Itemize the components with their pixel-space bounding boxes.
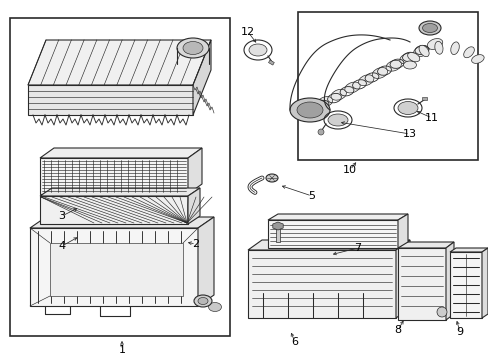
- Polygon shape: [40, 188, 200, 196]
- Polygon shape: [267, 214, 407, 220]
- Bar: [50, 243, 183, 296]
- Polygon shape: [40, 196, 187, 224]
- Text: 3: 3: [59, 211, 65, 221]
- Ellipse shape: [358, 75, 373, 86]
- Ellipse shape: [330, 89, 346, 100]
- Polygon shape: [28, 85, 193, 115]
- Text: 11: 11: [424, 113, 438, 123]
- Polygon shape: [198, 217, 214, 306]
- Text: 7: 7: [354, 243, 361, 253]
- Ellipse shape: [198, 297, 207, 305]
- Ellipse shape: [208, 302, 221, 311]
- Bar: [297, 12, 477, 160]
- Ellipse shape: [385, 60, 401, 71]
- Bar: [275, 226, 280, 242]
- Text: 10: 10: [342, 165, 356, 175]
- Ellipse shape: [296, 102, 323, 118]
- Ellipse shape: [194, 295, 212, 307]
- Polygon shape: [445, 242, 453, 320]
- Polygon shape: [272, 222, 283, 230]
- Polygon shape: [187, 188, 200, 224]
- Polygon shape: [397, 242, 453, 248]
- Ellipse shape: [407, 53, 419, 62]
- Polygon shape: [267, 220, 397, 248]
- Text: 6: 6: [291, 337, 298, 347]
- Ellipse shape: [422, 23, 437, 32]
- Ellipse shape: [371, 68, 387, 78]
- Polygon shape: [395, 240, 409, 318]
- Ellipse shape: [397, 102, 417, 114]
- Polygon shape: [481, 248, 487, 318]
- Ellipse shape: [418, 45, 428, 57]
- Ellipse shape: [248, 44, 266, 56]
- Polygon shape: [397, 248, 445, 320]
- Ellipse shape: [289, 98, 329, 122]
- Polygon shape: [247, 250, 395, 318]
- Polygon shape: [30, 217, 214, 228]
- Polygon shape: [187, 148, 202, 194]
- Text: 5: 5: [308, 191, 315, 201]
- Ellipse shape: [265, 174, 278, 182]
- Text: 13: 13: [402, 129, 416, 139]
- Polygon shape: [449, 248, 487, 252]
- Circle shape: [317, 129, 324, 135]
- Polygon shape: [193, 40, 210, 115]
- Polygon shape: [40, 148, 202, 158]
- Bar: [421, 97, 426, 100]
- Polygon shape: [449, 252, 481, 318]
- Bar: [10, 18, 229, 336]
- Text: 1: 1: [118, 345, 125, 355]
- Ellipse shape: [183, 41, 203, 54]
- Polygon shape: [28, 40, 210, 85]
- Ellipse shape: [177, 38, 208, 58]
- Ellipse shape: [463, 47, 473, 58]
- Text: 8: 8: [394, 325, 401, 335]
- Polygon shape: [397, 214, 407, 248]
- Ellipse shape: [413, 46, 428, 57]
- Text: 12: 12: [241, 27, 255, 37]
- Text: 4: 4: [59, 241, 65, 251]
- Ellipse shape: [470, 55, 483, 63]
- Bar: [268, 60, 274, 65]
- Ellipse shape: [427, 39, 442, 49]
- Ellipse shape: [327, 114, 347, 126]
- Polygon shape: [247, 240, 409, 250]
- Ellipse shape: [317, 96, 332, 107]
- Polygon shape: [30, 228, 198, 306]
- Ellipse shape: [450, 42, 458, 55]
- Circle shape: [436, 307, 446, 317]
- Polygon shape: [40, 158, 187, 194]
- Ellipse shape: [344, 82, 360, 93]
- Text: 9: 9: [455, 327, 463, 337]
- Ellipse shape: [434, 41, 442, 54]
- Text: 2: 2: [192, 239, 199, 249]
- Ellipse shape: [399, 53, 414, 64]
- Ellipse shape: [403, 61, 416, 69]
- Ellipse shape: [418, 21, 440, 35]
